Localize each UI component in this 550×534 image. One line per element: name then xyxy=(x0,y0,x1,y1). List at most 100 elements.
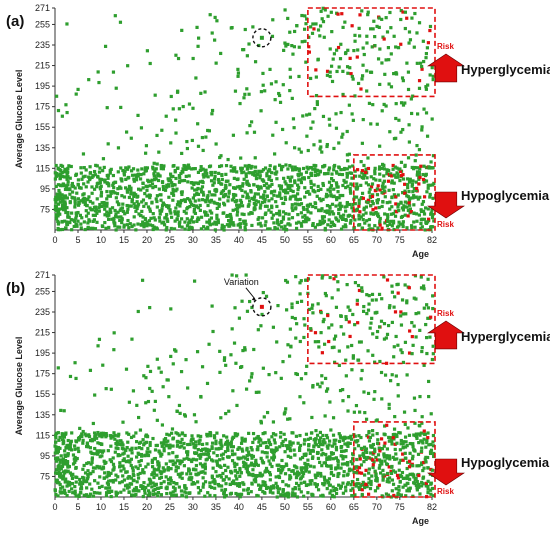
data-point xyxy=(321,197,325,201)
data-point xyxy=(193,193,197,197)
data-point xyxy=(358,454,362,458)
data-point xyxy=(98,491,102,495)
data-point xyxy=(243,348,247,352)
data-point xyxy=(253,170,257,174)
data-point xyxy=(251,468,255,472)
data-point xyxy=(182,198,186,202)
data-point xyxy=(420,64,424,69)
data-point xyxy=(331,416,336,420)
data-point xyxy=(134,492,138,497)
data-point xyxy=(403,340,408,344)
data-point xyxy=(335,183,339,187)
data-point xyxy=(115,192,120,196)
data-point xyxy=(212,434,217,438)
data-point xyxy=(371,332,375,336)
data-point xyxy=(157,187,161,191)
data-point xyxy=(274,200,278,204)
data-point xyxy=(407,433,412,437)
data-point xyxy=(109,471,113,475)
data-point xyxy=(329,224,333,228)
data-point xyxy=(113,191,117,195)
data-point xyxy=(345,460,350,465)
data-point xyxy=(157,467,161,471)
data-point xyxy=(316,451,320,455)
data-point xyxy=(60,171,64,175)
data-point xyxy=(391,219,396,223)
data-point xyxy=(225,223,230,227)
data-point xyxy=(307,112,312,116)
data-point xyxy=(122,173,126,177)
data-point xyxy=(343,435,347,439)
data-point xyxy=(374,206,378,210)
data-point xyxy=(390,489,394,493)
data-point xyxy=(376,57,381,61)
data-point xyxy=(268,227,272,231)
data-point xyxy=(319,145,323,149)
data-point xyxy=(299,299,304,303)
data-point xyxy=(332,495,336,499)
data-point xyxy=(277,463,281,467)
x-tick-label: 5 xyxy=(75,502,80,512)
data-point xyxy=(214,187,218,192)
data-point xyxy=(56,431,60,435)
data-point xyxy=(389,471,394,476)
data-point xyxy=(116,146,121,150)
data-point xyxy=(403,435,408,439)
data-point xyxy=(394,374,398,378)
data-point xyxy=(65,206,69,210)
data-point xyxy=(347,202,352,207)
data-point xyxy=(286,175,290,179)
data-point xyxy=(407,30,412,34)
data-point xyxy=(403,10,408,14)
data-point xyxy=(84,434,88,438)
data-point xyxy=(362,454,366,458)
data-point xyxy=(205,195,210,199)
data-point xyxy=(106,482,111,487)
data-point xyxy=(330,345,334,350)
data-point xyxy=(348,56,352,60)
data-point xyxy=(281,467,285,471)
data-point xyxy=(310,415,314,420)
data-point xyxy=(367,302,371,306)
data-point xyxy=(148,450,152,454)
data-point xyxy=(58,472,62,476)
data-point xyxy=(379,370,384,375)
data-point xyxy=(327,209,331,213)
data-point xyxy=(54,471,58,475)
data-point xyxy=(291,469,295,473)
data-point xyxy=(323,291,328,296)
data-point xyxy=(373,189,377,193)
data-point xyxy=(272,189,277,193)
y-tick-label: 155 xyxy=(35,389,50,399)
data-point xyxy=(414,212,419,216)
data-point xyxy=(329,64,334,68)
data-point xyxy=(328,491,332,495)
data-point xyxy=(299,180,304,185)
data-point xyxy=(273,152,277,156)
data-point xyxy=(66,175,70,179)
data-point xyxy=(128,448,132,452)
data-point xyxy=(421,177,426,182)
data-point xyxy=(254,480,258,484)
data-point xyxy=(139,172,143,177)
x-tick-label: 15 xyxy=(119,235,129,245)
data-point xyxy=(378,188,382,192)
data-point xyxy=(194,468,198,472)
data-point xyxy=(426,436,430,440)
data-point xyxy=(86,211,90,215)
data-point xyxy=(123,448,128,452)
data-point xyxy=(105,201,109,205)
data-point xyxy=(129,493,134,497)
data-point xyxy=(91,226,95,230)
data-point xyxy=(94,208,98,212)
data-point xyxy=(237,457,241,461)
data-point xyxy=(399,8,403,13)
data-point xyxy=(432,219,436,223)
data-point xyxy=(420,446,424,450)
data-point xyxy=(332,488,336,493)
data-point xyxy=(296,187,300,192)
data-point xyxy=(330,296,334,300)
data-point xyxy=(286,191,290,195)
data-point xyxy=(54,448,58,452)
data-point xyxy=(157,216,161,220)
